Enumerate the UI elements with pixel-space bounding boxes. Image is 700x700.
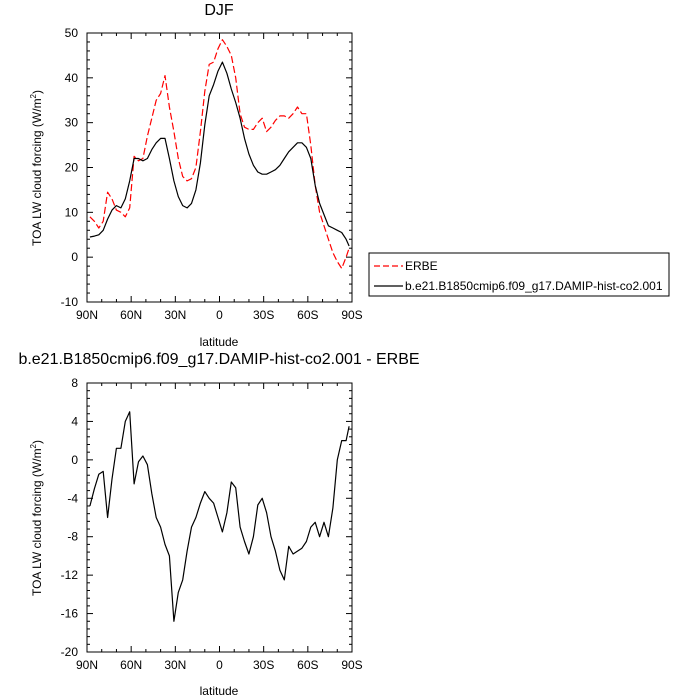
bottom-y-tick-label: -20 xyxy=(61,645,79,659)
djf-panel: DJF 90N 60N 30N 0 30S 60S 90S -10 0 10 20 30 40 50 la… xyxy=(29,2,363,349)
top-y-tick-label: -10 xyxy=(61,295,79,309)
difference-panel: b.e21.B1850cmip6.f09_g17.DAMIP-hist-co2.… xyxy=(18,351,419,698)
bottom-x-tick-label: 30S xyxy=(253,658,274,672)
top-y-tick-label: 50 xyxy=(65,26,79,40)
top-y-axis-label-main: TOA LW cloud forcing (W/m xyxy=(30,98,44,246)
bottom-y-tick-label: 8 xyxy=(71,376,78,390)
top-x-tick-label: 30N xyxy=(164,308,186,322)
bottom-y-axis-label-end: ) xyxy=(30,440,44,444)
bottom-x-tick-label: 90N xyxy=(76,658,98,672)
bottom-y-tick-label: -16 xyxy=(61,607,79,621)
bottom-y-tick-label: -12 xyxy=(61,568,79,582)
bottom-y-axis-label-superscript: 2 xyxy=(29,443,38,448)
legend-label-erbe: ERBE xyxy=(405,259,438,273)
top-chart-title: DJF xyxy=(204,2,234,19)
bottom-y-tick-label: -4 xyxy=(67,491,78,505)
legend: ERBE b.e21.B1850cmip6.f09_g17.DAMIP-hist… xyxy=(368,252,670,297)
bottom-chart-title: b.e21.B1850cmip6.f09_g17.DAMIP-hist-co2.… xyxy=(18,351,419,368)
top-y-tick-label: 0 xyxy=(71,250,78,264)
bottom-plot-frame xyxy=(86,382,353,653)
top-x-tick-label: 90N xyxy=(76,308,98,322)
top-x-tick-label: 0 xyxy=(216,308,223,322)
top-x-tick-label: 60N xyxy=(120,308,142,322)
top-y-tick-label: 30 xyxy=(65,116,79,130)
top-y-axis-label: TOA LW cloud forcing (W/m2) xyxy=(29,90,44,246)
top-plot-area: 90N 60N 30N 0 30S 60S 90S -10 0 10 20 30 40 50 xyxy=(61,26,363,322)
top-y-tick-label: 40 xyxy=(65,71,79,85)
bottom-y-axis-label-main: TOA LW cloud forcing (W/m xyxy=(30,448,44,596)
top-y-tick-label: 10 xyxy=(65,205,79,219)
bottom-x-tick-label: 60N xyxy=(120,658,142,672)
top-y-tick-label: 20 xyxy=(65,161,79,175)
bottom-y-axis-label: TOA LW cloud forcing (W/m2) xyxy=(29,440,44,596)
top-y-axis-label-superscript: 2 xyxy=(29,93,38,98)
bottom-y-tick-label: 4 xyxy=(71,414,78,428)
legend-box xyxy=(368,252,670,297)
top-x-tick-label: 60S xyxy=(297,308,318,322)
top-x-tick-label: 90S xyxy=(341,308,362,322)
bottom-y-tick-label: -8 xyxy=(67,530,78,544)
top-x-tick-label: 30S xyxy=(253,308,274,322)
top-y-axis-label-end: ) xyxy=(30,90,44,94)
top-x-axis-label: latitude xyxy=(200,335,239,349)
bottom-plot-area: 90N 60N 30N 0 30S 60S 90S -20 -16 -12 -8 -4 0 4 8 xyxy=(61,376,363,672)
top-series-line-b-e21-b1850cmip6-f09-g17-damip-hist-co2-001 xyxy=(89,61,350,247)
bottom-x-axis-label: latitude xyxy=(200,684,239,698)
bottom-x-tick-label: 0 xyxy=(216,658,223,672)
bottom-y-tick-label: 0 xyxy=(71,453,78,467)
bottom-x-tick-label: 60S xyxy=(297,658,318,672)
top-series-line-erbe xyxy=(89,39,350,269)
bottom-series-line-difference xyxy=(89,411,350,622)
bottom-x-tick-label: 30N xyxy=(164,658,186,672)
legend-label-model: b.e21.B1850cmip6.f09_g17.DAMIP-hist-co2.… xyxy=(405,279,663,293)
bottom-x-tick-label: 90S xyxy=(341,658,362,672)
